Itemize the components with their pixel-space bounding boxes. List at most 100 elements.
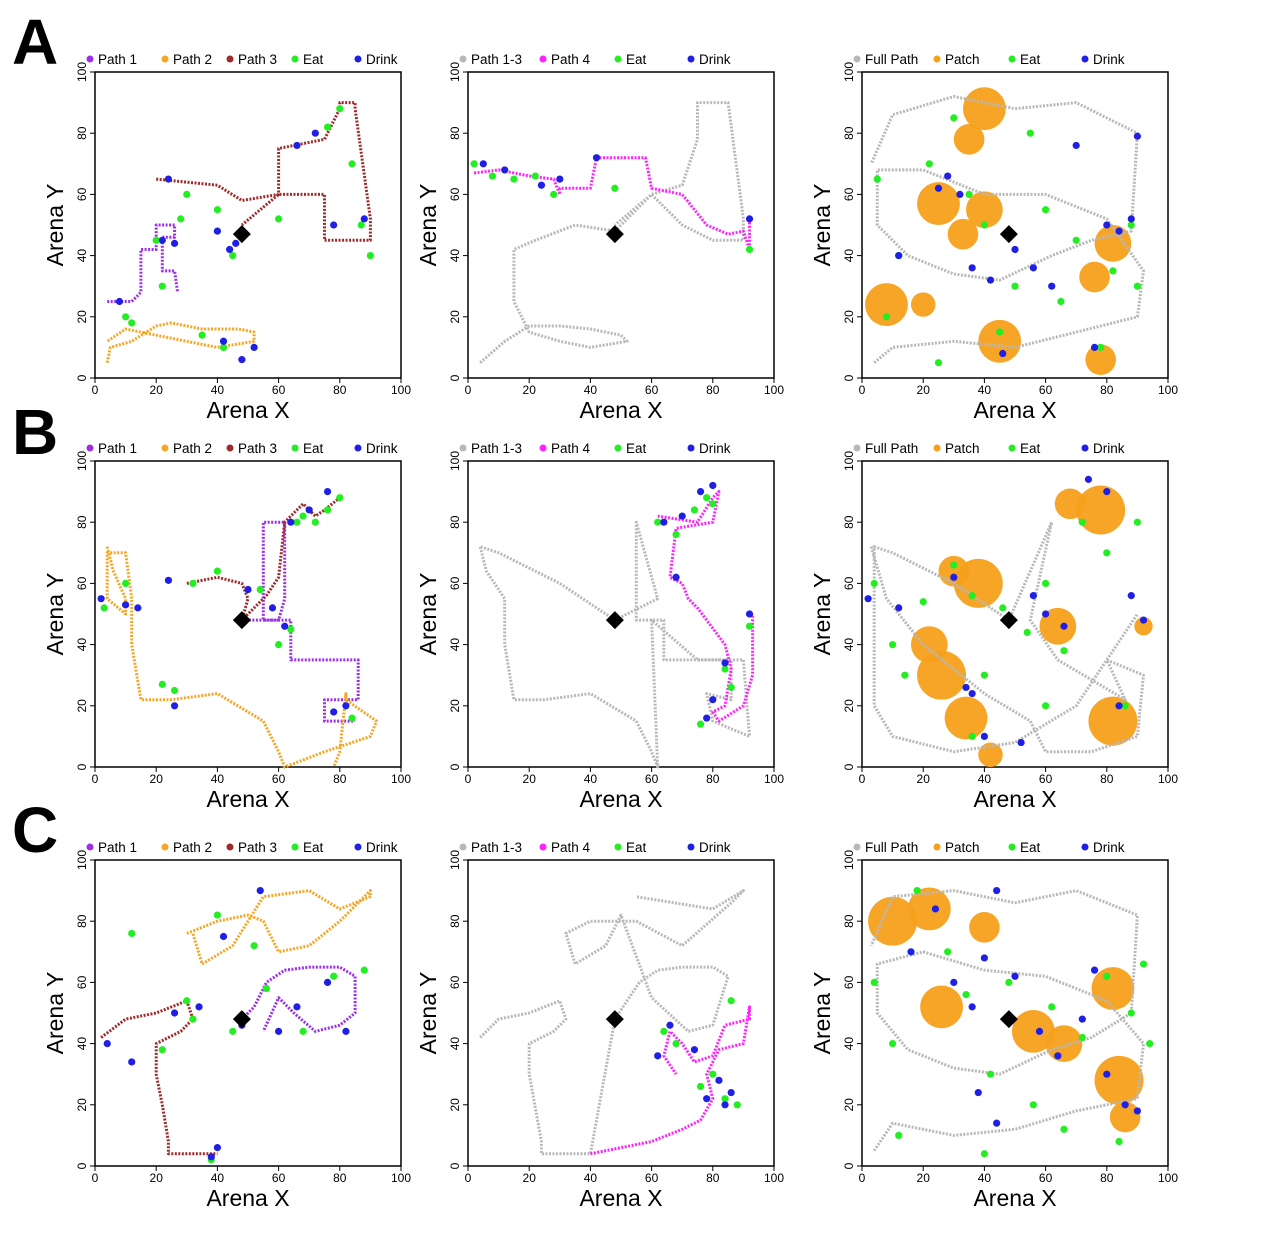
legend-label: Drink [1093,840,1125,855]
dot-icon [226,444,234,452]
x-tick-label: 100 [391,383,411,397]
patch-area [907,887,951,931]
eat-point [727,683,735,692]
legend-label: Full Path [865,441,918,456]
patch-area [966,191,1003,229]
y-tick-label: 80 [448,515,462,529]
drink-point [962,683,970,692]
y-tick-label: 0 [75,1162,89,1169]
legend-label: Eat [1020,840,1041,855]
legend-label: Drink [699,840,731,855]
x-tick-label: 0 [859,1171,866,1185]
drink-point [226,245,234,254]
legend-label: Path 1 [98,441,137,456]
x-tick-label: 20 [523,1171,537,1185]
drink-point [1072,141,1080,150]
legend-label: Eat [1020,441,1041,456]
legend-label: Patch [945,840,980,855]
eat-point [366,252,374,260]
drink-point [128,1058,136,1066]
x-tick-label: 20 [917,772,931,786]
path-4-line [657,490,755,723]
y-axis-label: Arena Y [809,573,835,656]
y-tick-label: 80 [448,126,462,140]
diamond-icon [232,611,251,630]
eat-point [550,190,558,198]
x-axis-label: Arena X [973,397,1056,423]
eat-point [122,313,130,321]
plot-frame [861,460,1169,768]
y-tick-label: 20 [75,310,89,324]
eat-point [950,561,958,569]
x-tick-label: 40 [211,1171,225,1185]
legend-label: Path 3 [238,441,277,456]
patch-area [1079,261,1110,293]
x-tick-label: 0 [92,383,99,397]
y-tick-label: 0 [448,374,462,381]
drink-point [1011,245,1019,254]
drink-point [931,905,940,913]
legend-label: Patch [945,52,980,67]
eat-point [348,714,356,722]
eat-point [213,911,221,919]
path-3-line [100,999,218,1156]
y-tick-label: 0 [75,374,89,381]
dot-icon [86,55,94,63]
dot-icon [1008,444,1016,452]
patch-area [1011,1009,1055,1053]
eat-point [1072,236,1080,244]
eat-point [219,343,228,351]
drink-point [1139,616,1148,624]
x-tick-label: 60 [1039,383,1053,397]
drink-point [993,1119,1001,1127]
eat-point [733,1101,741,1109]
eat-point [882,313,891,321]
dot-icon [161,444,169,452]
eat-point [1026,129,1034,137]
drink-point [703,714,711,722]
drink-point [592,154,601,162]
dot-icon [539,55,547,63]
drink-point [968,264,976,272]
plot-frame [94,859,402,1167]
diamond-icon [605,611,624,630]
y-tick-label: 60 [448,187,462,201]
eat-point [968,592,976,600]
drink-point [709,481,717,490]
y-tick-label: 20 [842,699,856,713]
drink-point [672,573,680,581]
eat-point [1042,206,1050,214]
eat-point [1139,960,1148,968]
dot-icon [853,843,861,851]
drink-point [1090,966,1099,974]
eat-point [870,579,878,588]
patch-area [1076,485,1126,535]
x-tick-label: 80 [1100,772,1114,786]
eat-point [213,567,221,575]
eat-point [1011,282,1019,290]
drink-point [1133,1107,1141,1115]
dot-icon [161,843,169,851]
eat-point [158,680,166,688]
x-tick-label: 80 [333,383,347,397]
y-tick-label: 40 [842,249,856,263]
drink-point [158,236,166,244]
eat-point [1127,1009,1135,1017]
legend-label: Path 2 [173,52,212,67]
dot-icon [291,55,299,63]
eat-point [189,579,197,588]
patch-area [1094,1055,1144,1105]
patch-area [944,696,988,740]
path-1-line [240,965,357,1033]
drink-point [950,573,958,581]
patch-area [917,182,960,225]
drink-point [690,1046,699,1054]
eat-point [100,604,108,612]
drink-point [986,276,995,284]
x-axis-label: Arena X [579,786,662,812]
dot-icon [161,55,169,63]
y-axis-label: Arena Y [42,972,68,1055]
eat-point [177,215,185,223]
diamond-icon [999,1010,1018,1029]
drink-point [1029,264,1037,272]
